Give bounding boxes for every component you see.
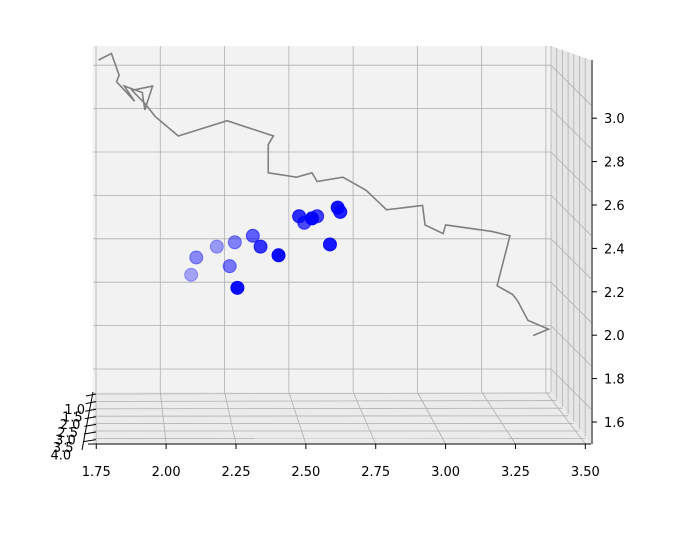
z-tick-label: 2.2 xyxy=(604,286,625,301)
x-tick-label: 1.75 xyxy=(82,465,111,480)
axis-panes xyxy=(93,46,591,444)
x-tick-label: 3.25 xyxy=(501,465,530,480)
y-tick xyxy=(84,416,97,420)
scatter-point xyxy=(227,235,242,250)
y-tick xyxy=(83,439,97,443)
grid-side-z xyxy=(550,151,592,193)
grid-side-z xyxy=(550,64,592,106)
grid-line-y xyxy=(92,407,563,410)
x-tick-label: 2.25 xyxy=(222,465,251,480)
scatter-point xyxy=(184,267,199,282)
y-tick xyxy=(83,431,97,435)
z-tick-label: 2.8 xyxy=(604,156,625,171)
grid-line-y xyxy=(92,400,557,402)
grid-lines xyxy=(92,46,592,445)
data-series xyxy=(98,52,551,337)
scatter-point xyxy=(209,239,224,254)
y-tick-label: 2.5 xyxy=(57,426,78,441)
z-tick-label: 1.6 xyxy=(604,416,625,431)
y-tick-label: 1.5 xyxy=(62,411,83,426)
scatter-point xyxy=(322,237,337,252)
y-tick-label: 3.0 xyxy=(55,433,76,448)
side-pane xyxy=(551,46,591,444)
grid-side-z xyxy=(550,281,592,323)
y-axis: 1.01.52.02.53.03.54.0 xyxy=(51,391,97,464)
x-tick-label: 2.00 xyxy=(152,465,181,480)
z-tick-label: 1.8 xyxy=(604,373,625,388)
scatter-point xyxy=(253,239,268,254)
y-axis-line xyxy=(81,391,94,451)
x-tick-label: 3.00 xyxy=(431,465,460,480)
grid-side-z xyxy=(550,195,592,236)
scatter-point xyxy=(245,228,260,243)
x-tick-label: 2.50 xyxy=(291,465,320,480)
scatter-point xyxy=(230,280,245,295)
y-tick-label: 4.0 xyxy=(51,449,72,464)
y-tick xyxy=(85,393,97,397)
y-tick-label: 1.0 xyxy=(64,403,85,418)
floor-pane xyxy=(93,392,591,444)
grid-side-z xyxy=(550,108,592,149)
grid-floor-x xyxy=(159,391,167,445)
z-tick-label: 2.0 xyxy=(604,329,625,344)
y-tick-label: 2.0 xyxy=(60,418,81,433)
y-tick xyxy=(85,408,97,412)
grid-side-z xyxy=(550,325,592,366)
scatter-point xyxy=(189,250,204,265)
scatter-point xyxy=(222,259,237,274)
grid-side-z xyxy=(550,238,592,280)
z-tick-label: 2.4 xyxy=(604,242,625,257)
x-tick-label: 2.75 xyxy=(361,465,390,480)
scatter-point xyxy=(271,248,286,263)
z-axis: 1.6 1.8 2.0 2.2 2.4 2.6 2.8 3.0 xyxy=(591,60,625,444)
grid-floor-x xyxy=(224,391,237,445)
line-series xyxy=(98,52,551,337)
scatter-point xyxy=(304,211,319,226)
grid-side-z xyxy=(550,368,592,410)
y-tick-label: 3.5 xyxy=(53,441,74,456)
x-axis: 1.75 2.00 2.25 2.50 2.75 3.00 3.25 3.50 xyxy=(82,443,600,480)
z-tick-label: 2.6 xyxy=(604,199,625,214)
y-tick xyxy=(84,423,97,427)
z-tick-label: 3.0 xyxy=(604,112,625,127)
y-tick xyxy=(85,401,97,405)
x-tick-label: 3.50 xyxy=(571,465,600,480)
scatter-point xyxy=(330,200,345,215)
grid-line-y xyxy=(92,392,552,395)
